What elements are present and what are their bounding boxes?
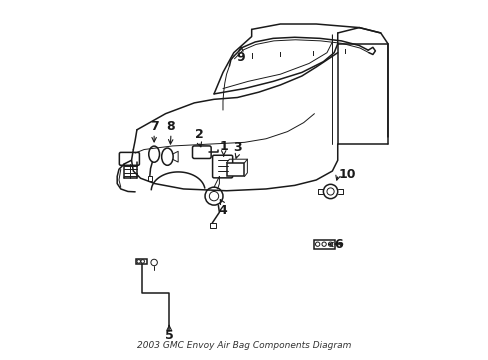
Circle shape: [204, 187, 223, 205]
Text: 8: 8: [166, 120, 175, 134]
Text: 7: 7: [149, 120, 158, 134]
Ellipse shape: [148, 146, 159, 162]
Text: 1: 1: [219, 140, 227, 153]
Text: 2: 2: [194, 128, 203, 141]
Circle shape: [321, 242, 325, 246]
Circle shape: [137, 260, 140, 263]
FancyBboxPatch shape: [119, 152, 139, 165]
Circle shape: [323, 184, 337, 199]
Circle shape: [326, 188, 333, 195]
Text: 9: 9: [236, 51, 244, 64]
Ellipse shape: [162, 148, 173, 165]
FancyBboxPatch shape: [147, 176, 152, 181]
Text: 6: 6: [333, 238, 342, 251]
Text: 2003 GMC Envoy Air Bag Components Diagram: 2003 GMC Envoy Air Bag Components Diagra…: [137, 341, 351, 350]
Circle shape: [315, 242, 319, 246]
Bar: [136, 258, 147, 264]
Text: 5: 5: [164, 329, 173, 342]
Circle shape: [339, 243, 342, 246]
FancyBboxPatch shape: [192, 146, 211, 158]
Circle shape: [209, 192, 218, 201]
FancyBboxPatch shape: [226, 163, 244, 176]
Text: 4: 4: [218, 204, 227, 217]
Circle shape: [151, 259, 157, 266]
FancyBboxPatch shape: [210, 224, 216, 228]
FancyBboxPatch shape: [212, 155, 232, 178]
Circle shape: [328, 242, 332, 246]
Bar: [314, 239, 335, 249]
Circle shape: [141, 260, 144, 263]
Text: 3: 3: [233, 141, 241, 154]
Text: 10: 10: [338, 168, 355, 181]
